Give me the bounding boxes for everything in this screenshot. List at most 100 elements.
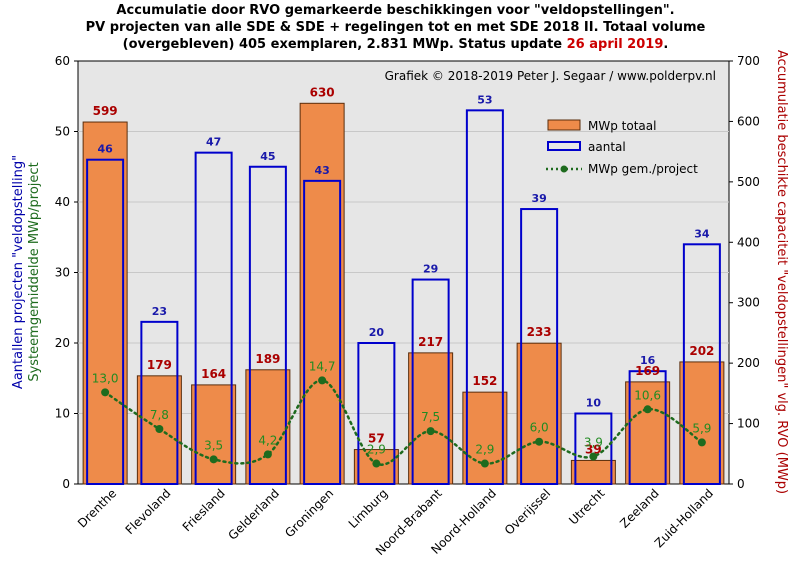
category-label: Limburg bbox=[346, 486, 391, 531]
title-line-3: (overgebleven) 405 exemplaren, 2.831 MWp… bbox=[0, 36, 791, 53]
title-line-2: PV projecten van alle SDE & SDE + regeli… bbox=[85, 20, 706, 35]
count-bar bbox=[194, 151, 233, 485]
mwp-value-label: 599 bbox=[93, 104, 118, 118]
right-tick-label: 300 bbox=[737, 296, 760, 310]
right-tick-label: 100 bbox=[737, 417, 760, 431]
legend-label-avg: MWp gem./project bbox=[588, 162, 698, 176]
right-tick-label: 700 bbox=[737, 54, 760, 68]
right-tick-label: 600 bbox=[737, 114, 760, 128]
count-bar bbox=[86, 158, 125, 485]
legend-swatch-count bbox=[547, 141, 581, 151]
mwp-value-label: 39 bbox=[585, 442, 602, 456]
count-bar bbox=[411, 278, 450, 485]
count-value-label: 20 bbox=[369, 326, 385, 339]
avg-value-label: 2,9 bbox=[475, 443, 494, 457]
avg-value-label: 6,0 bbox=[530, 421, 549, 435]
mwp-value-label: 57 bbox=[368, 432, 385, 446]
mwp-value-label: 233 bbox=[527, 325, 552, 339]
mwp-value-label: 169 bbox=[635, 364, 660, 378]
mwp-bar bbox=[245, 369, 291, 485]
count-bar bbox=[357, 342, 396, 485]
left-axis-subtitle: Systeemgemiddelde MWp/project bbox=[27, 162, 42, 381]
count-value-label: 34 bbox=[694, 227, 710, 240]
mwp-bar bbox=[191, 384, 237, 485]
title-line-3-end: . bbox=[663, 37, 669, 52]
right-tick-label: 400 bbox=[737, 235, 760, 249]
mwp-bar bbox=[570, 459, 616, 485]
chart-title: Accumulatie door RVO gemarkeerde beschik… bbox=[0, 2, 791, 53]
category-label: Drenthe bbox=[75, 486, 119, 530]
count-bars bbox=[86, 109, 721, 486]
count-value-label: 23 bbox=[152, 305, 167, 318]
avg-point bbox=[480, 459, 489, 468]
avg-point bbox=[643, 405, 652, 414]
category-label: Flevoland bbox=[123, 486, 174, 537]
mwp-value-label: 202 bbox=[689, 344, 714, 358]
left-tick-label: 40 bbox=[55, 195, 70, 209]
left-tick-label: 10 bbox=[55, 407, 70, 421]
right-axis-ticks: 0 100 200 300 400 500 600 700 bbox=[729, 54, 760, 491]
title-line-3-text: (overgebleven) 405 exemplaren, 2.831 MWp… bbox=[122, 37, 567, 52]
count-value-label: 29 bbox=[423, 263, 438, 276]
right-axis-title: Accumulatie beschikte capaciteit "veldop… bbox=[774, 50, 789, 494]
mwp-value-label: 189 bbox=[255, 352, 280, 366]
avg-value-label: 13,0 bbox=[92, 371, 119, 385]
count-value-label: 39 bbox=[531, 192, 546, 205]
category-label: Gelderland bbox=[226, 486, 282, 542]
legend-label-mwp: MWp totaal bbox=[588, 119, 656, 133]
status-date: 26 april 2019 bbox=[566, 37, 664, 52]
category-label: Groningen bbox=[282, 486, 336, 540]
count-value-label: 43 bbox=[314, 164, 329, 177]
data-labels: 599 46 13,0 179 23 7,8 164 47 3,5 189 45 4,2 630 43 14… bbox=[92, 85, 715, 456]
avg-value-label: 7,8 bbox=[150, 408, 169, 422]
mwp-bar bbox=[625, 381, 671, 485]
avg-value-label: 2,9 bbox=[367, 443, 386, 457]
avg-value-label: 7,5 bbox=[421, 410, 440, 424]
right-tick-label: 500 bbox=[737, 175, 760, 189]
avg-value-label: 4,2 bbox=[258, 433, 277, 447]
category-label: Overijssel bbox=[502, 486, 553, 537]
count-bar bbox=[465, 109, 504, 485]
left-tick-label: 50 bbox=[55, 125, 70, 139]
avg-value-label: 5,9 bbox=[692, 421, 711, 435]
legend-label-count: aantal bbox=[588, 140, 626, 154]
avg-point bbox=[372, 459, 381, 468]
avg-value-label: 3,5 bbox=[204, 438, 223, 452]
category-label: Zuid-Holland bbox=[652, 486, 716, 550]
count-value-label: 16 bbox=[640, 354, 656, 367]
count-bar bbox=[303, 179, 342, 485]
avg-value-label: 3,9 bbox=[584, 436, 603, 450]
count-value-label: 45 bbox=[260, 150, 275, 163]
count-value-label: 46 bbox=[97, 143, 113, 156]
category-label: Zeeland bbox=[617, 486, 661, 530]
count-value-label: 53 bbox=[477, 93, 492, 106]
mwp-bars bbox=[82, 102, 725, 485]
mwp-bar bbox=[408, 352, 454, 485]
mwp-bar bbox=[299, 102, 345, 485]
count-bar bbox=[520, 208, 559, 486]
legend-swatch-avg-marker bbox=[560, 165, 568, 173]
left-axis-ticks: 0 10 20 30 40 50 60 bbox=[55, 54, 78, 491]
gridlines bbox=[78, 131, 729, 414]
avg-value-label: 14,7 bbox=[309, 359, 336, 373]
avg-point bbox=[426, 427, 435, 436]
left-tick-label: 0 bbox=[62, 477, 70, 491]
avg-point bbox=[535, 437, 544, 446]
right-tick-label: 200 bbox=[737, 356, 760, 370]
count-bar bbox=[248, 165, 287, 485]
mwp-bar bbox=[82, 121, 128, 485]
count-value-label: 10 bbox=[586, 397, 602, 410]
right-tick-label: 0 bbox=[737, 477, 745, 491]
category-label: Friesland bbox=[180, 486, 228, 534]
left-tick-label: 20 bbox=[55, 336, 70, 350]
count-bar bbox=[682, 243, 721, 485]
title-line-1: Accumulatie door RVO gemarkeerde beschik… bbox=[116, 3, 675, 18]
legend-swatch-mwp bbox=[547, 119, 581, 131]
count-bar bbox=[574, 412, 613, 485]
avg-point bbox=[589, 452, 598, 461]
mwp-value-label: 164 bbox=[201, 367, 226, 381]
legend: MWp totaal aantal MWp gem./project bbox=[546, 119, 698, 176]
mwp-value-label: 179 bbox=[147, 358, 172, 372]
